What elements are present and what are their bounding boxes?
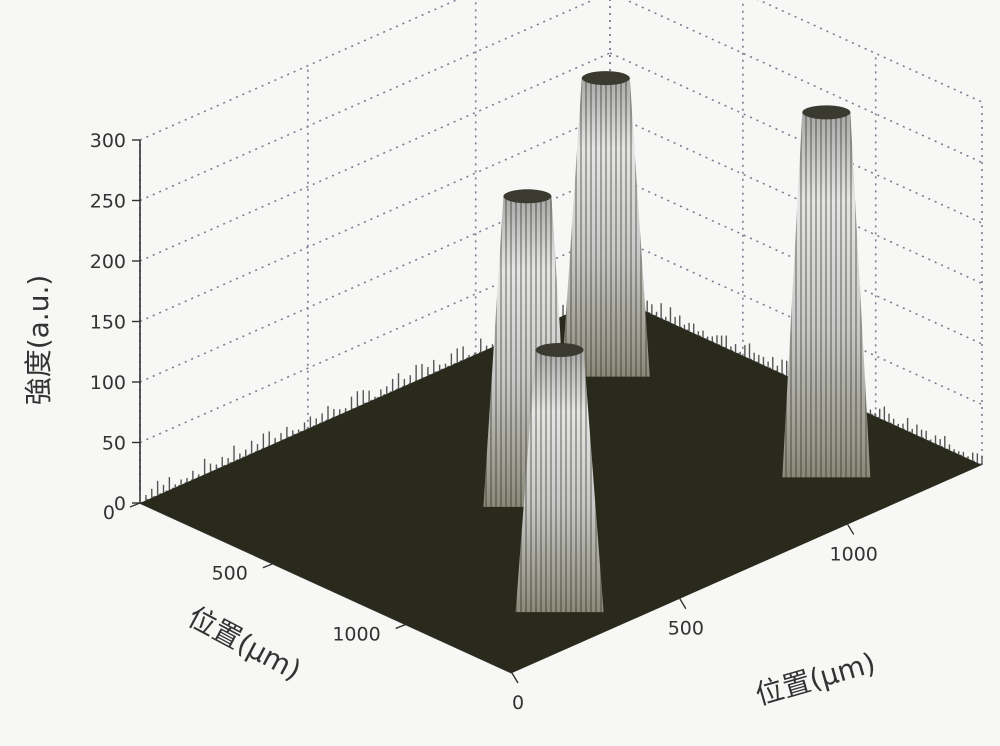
grid-line-z-left-wall <box>139 112 611 323</box>
grid-line-z-back-wall <box>609 52 983 224</box>
y-tick-mark <box>847 524 855 535</box>
grid-line-z-back-wall <box>756 0 983 103</box>
y-tick-label: 1000 <box>830 543 878 565</box>
peak-top <box>581 71 630 86</box>
z-tick-label: 50 <box>102 433 126 455</box>
y-tick-mark <box>679 598 687 610</box>
grid-line-z-back-wall <box>609 112 983 285</box>
z-axis-title: 強度(a.u.) <box>22 275 55 406</box>
peak-1 <box>561 71 650 377</box>
x-tick-mark <box>395 623 406 630</box>
x-tick-mark <box>129 502 141 508</box>
peak-texture <box>782 112 871 478</box>
peak-top <box>503 189 552 204</box>
z-tick-label: 150 <box>90 312 126 334</box>
peak-2 <box>782 105 871 478</box>
x-tick-label: 500 <box>212 563 248 585</box>
x-axis-title: 位置(μm) <box>182 600 306 687</box>
y-tick-label: 0 <box>512 692 524 714</box>
z-tick-label: 250 <box>90 191 126 213</box>
z-tick-label: 200 <box>90 251 126 273</box>
grid-line-z-left-wall <box>139 52 611 262</box>
y-axis-title: 位置(μm) <box>752 646 879 712</box>
x-tick-mark <box>262 563 274 569</box>
peak-texture <box>561 78 650 377</box>
x-tick-label: 0 <box>103 502 115 524</box>
peaks <box>483 71 871 613</box>
z-tick-label: 0 <box>114 493 126 515</box>
grid-line-z-left-wall <box>139 0 596 202</box>
z-tick-label: 100 <box>90 372 126 394</box>
peak-top <box>535 342 584 357</box>
x-tick-label: 1000 <box>332 623 380 645</box>
peak-4 <box>515 342 604 613</box>
peak-texture <box>515 349 604 613</box>
y-tick-mark <box>511 672 519 684</box>
y-tick-label: 500 <box>668 618 704 640</box>
tick-labels: 0 50 100 150 200 250 300 0 500 1000 0 500 1000 <box>90 130 878 714</box>
peak-top <box>802 105 851 120</box>
grid-line-z-left-wall <box>139 0 459 141</box>
z-tick-label: 300 <box>90 130 126 152</box>
grid-line-z-back-wall <box>624 0 983 164</box>
